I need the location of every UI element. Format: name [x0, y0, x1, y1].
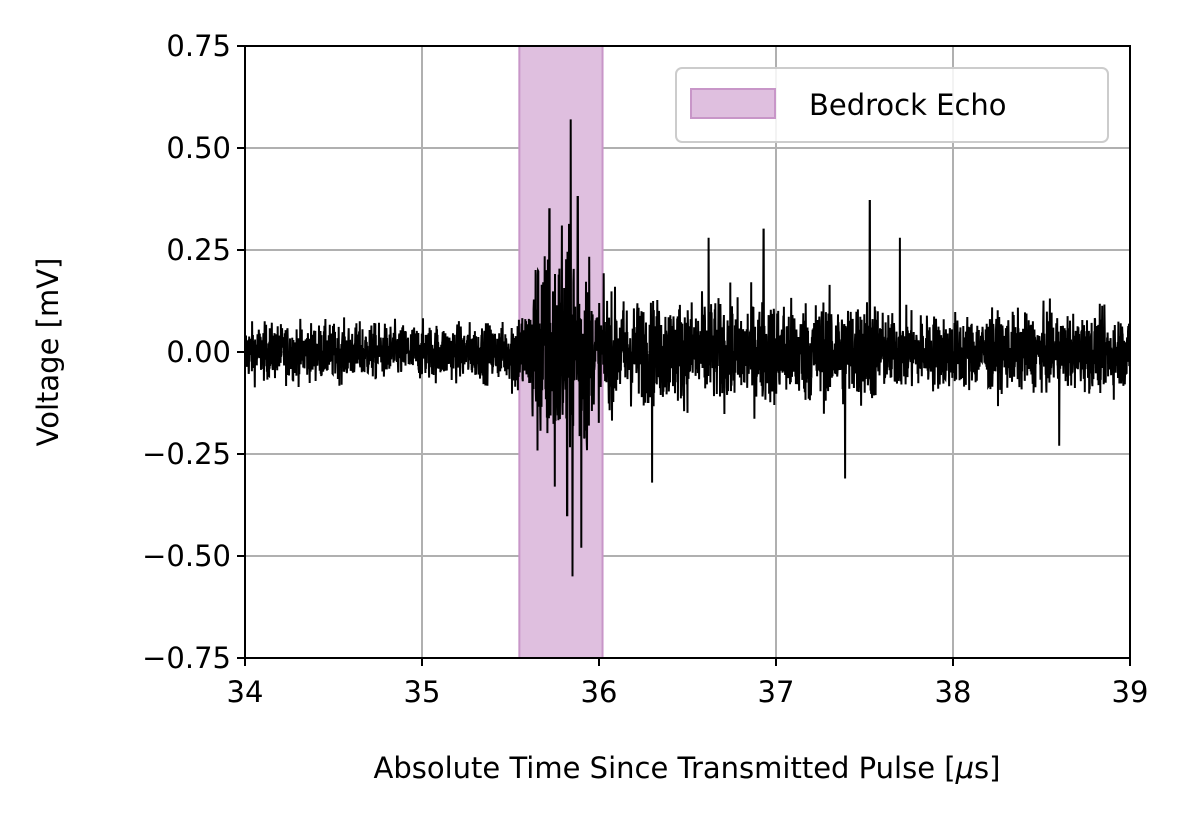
y-tick-label: 0.50: [166, 131, 231, 165]
axis-ticks: 34 35 36 37 38 39 0.75 0.50 0.25 0.00 −0.25 −0.50 −0…: [142, 29, 1148, 709]
x-tick-label: 37: [758, 675, 795, 709]
y-tick-label: −0.25: [142, 437, 231, 471]
legend: Bedrock Echo: [675, 67, 1109, 143]
legend-box: [675, 67, 1109, 143]
x-tick-label: 38: [935, 675, 972, 709]
voltage-signal-line: [244, 119, 1131, 577]
y-tick-label: 0.00: [166, 335, 231, 369]
x-axis-label: Absolute Time Since Transmitted Pulse [μ…: [374, 751, 1001, 785]
y-tick-label: 0.25: [166, 233, 231, 267]
y-tick-label: −0.50: [142, 539, 231, 573]
legend-label: Bedrock Echo: [809, 88, 1007, 122]
x-tick-label: 39: [1112, 675, 1149, 709]
x-tick-label: 34: [227, 675, 264, 709]
x-tick-label: 35: [404, 675, 441, 709]
legend-swatch: [690, 88, 776, 119]
y-axis-label: Voltage [mV]: [31, 258, 65, 447]
y-tick-label: 0.75: [166, 29, 231, 63]
y-tick-label: −0.75: [142, 641, 231, 675]
x-tick-label: 36: [581, 675, 618, 709]
